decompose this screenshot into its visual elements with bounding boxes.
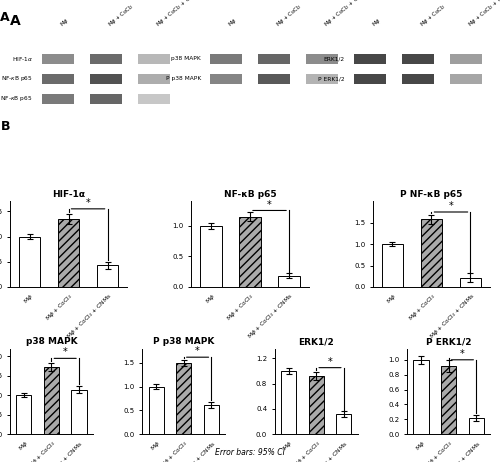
Text: *: * bbox=[63, 347, 68, 358]
Bar bbox=[336, 414, 351, 434]
Text: M$\phi$: M$\phi$ bbox=[370, 16, 384, 29]
Bar bbox=[210, 74, 242, 84]
Text: A: A bbox=[0, 12, 10, 24]
Text: NF-$\kappa$B p65: NF-$\kappa$B p65 bbox=[1, 74, 33, 83]
Bar bbox=[138, 74, 170, 84]
Bar bbox=[240, 217, 260, 287]
Text: M$\phi$ + CoCl$_2$: M$\phi$ + CoCl$_2$ bbox=[274, 1, 304, 29]
Bar bbox=[176, 363, 192, 434]
Text: P p38 MAPK: P p38 MAPK bbox=[166, 76, 201, 81]
Text: HIF-1$\alpha$: HIF-1$\alpha$ bbox=[12, 55, 33, 63]
Text: P NF-$\kappa$B p65: P NF-$\kappa$B p65 bbox=[0, 94, 33, 103]
Text: *: * bbox=[448, 201, 454, 211]
Text: *: * bbox=[86, 198, 90, 208]
Title: P NF-κB p65: P NF-κB p65 bbox=[400, 190, 462, 199]
Text: ERK1/2: ERK1/2 bbox=[324, 56, 345, 61]
Bar bbox=[460, 278, 481, 287]
Bar bbox=[44, 367, 59, 434]
Bar bbox=[402, 54, 434, 64]
Bar bbox=[420, 219, 442, 287]
Bar bbox=[72, 389, 86, 434]
Bar bbox=[258, 74, 290, 84]
Bar bbox=[441, 366, 456, 434]
Bar bbox=[402, 74, 434, 84]
Bar bbox=[97, 265, 118, 287]
Bar bbox=[278, 276, 300, 287]
Bar bbox=[210, 54, 242, 64]
Text: A: A bbox=[10, 14, 21, 28]
Title: P p38 MAPK: P p38 MAPK bbox=[153, 337, 214, 346]
Title: NF-κB p65: NF-κB p65 bbox=[224, 190, 276, 199]
Bar bbox=[450, 74, 482, 84]
Text: M$\phi$ + CoCl$_2$ + CNMs: M$\phi$ + CoCl$_2$ + CNMs bbox=[154, 0, 202, 29]
Text: Error bars: 95% CI: Error bars: 95% CI bbox=[215, 449, 285, 457]
Bar bbox=[90, 74, 122, 84]
Title: ERK1/2: ERK1/2 bbox=[298, 337, 334, 346]
Text: *: * bbox=[267, 200, 272, 210]
Bar bbox=[138, 94, 170, 104]
Text: *: * bbox=[460, 349, 465, 359]
Text: M$\phi$ + CoCl$_2$: M$\phi$ + CoCl$_2$ bbox=[418, 1, 448, 29]
Bar bbox=[258, 54, 290, 64]
Bar bbox=[90, 54, 122, 64]
Bar bbox=[306, 54, 338, 64]
Bar bbox=[90, 94, 122, 104]
Text: M$\phi$ + CoCl$_2$ + CNMs: M$\phi$ + CoCl$_2$ + CNMs bbox=[466, 0, 500, 29]
Bar bbox=[468, 418, 484, 434]
Text: M$\phi$ + CoCl$_2$: M$\phi$ + CoCl$_2$ bbox=[106, 1, 136, 29]
Bar bbox=[200, 226, 222, 287]
Text: M$\phi$: M$\phi$ bbox=[226, 16, 239, 29]
Text: *: * bbox=[195, 346, 200, 356]
Text: p38 MAPK: p38 MAPK bbox=[171, 56, 201, 61]
Bar bbox=[306, 74, 338, 84]
Title: P ERK1/2: P ERK1/2 bbox=[426, 337, 472, 346]
Text: M$\phi$ + CoCl$_2$ + CNMs: M$\phi$ + CoCl$_2$ + CNMs bbox=[322, 0, 370, 29]
Bar bbox=[382, 244, 403, 287]
Title: HIF-1α: HIF-1α bbox=[52, 190, 85, 199]
Bar bbox=[58, 219, 80, 287]
Bar bbox=[308, 376, 324, 434]
Bar bbox=[138, 54, 170, 64]
Bar bbox=[42, 54, 74, 64]
Title: p38 MAPK: p38 MAPK bbox=[26, 337, 77, 346]
Bar bbox=[42, 94, 74, 104]
Bar bbox=[354, 54, 386, 64]
Text: M$\phi$: M$\phi$ bbox=[58, 16, 71, 29]
Bar bbox=[19, 237, 40, 287]
Bar bbox=[354, 74, 386, 84]
Bar bbox=[414, 360, 428, 434]
Bar bbox=[281, 371, 296, 434]
Bar bbox=[42, 74, 74, 84]
Text: P ERK1/2: P ERK1/2 bbox=[318, 76, 345, 81]
Bar bbox=[16, 395, 32, 434]
Bar bbox=[204, 405, 219, 434]
Bar bbox=[148, 387, 164, 434]
Text: B: B bbox=[0, 120, 10, 133]
Bar bbox=[450, 54, 482, 64]
Text: *: * bbox=[328, 357, 332, 367]
